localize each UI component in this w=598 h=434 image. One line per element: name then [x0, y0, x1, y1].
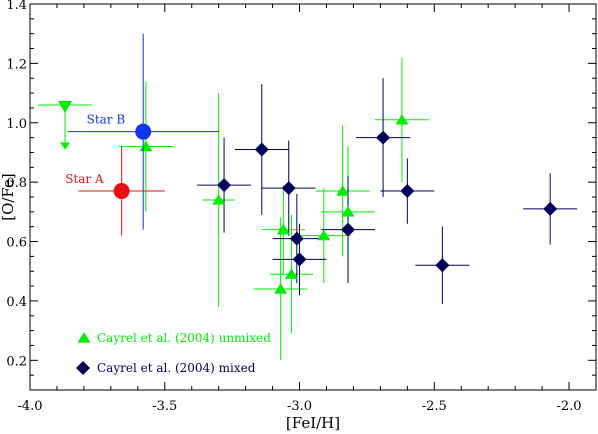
mixed-diamond-marker: [341, 222, 356, 237]
mixed-diamond-marker: [376, 130, 391, 145]
mixed-diamond-marker: [435, 258, 450, 273]
y-tick-label: 1.0: [6, 117, 27, 132]
unmixed-triangle-marker: [341, 205, 355, 217]
x-tick-label: -4.0: [17, 399, 42, 414]
unmixed-triangle-marker: [317, 229, 331, 241]
mixed-diamond-marker: [400, 184, 415, 199]
upper-limit-marker: [58, 100, 73, 113]
star-a-marker: [113, 183, 130, 200]
y-tick-label: 1.4: [6, 0, 27, 13]
unmixed-triangle-marker: [274, 283, 288, 294]
legend-unmixed-label: Cayrel et al. (2004) unmixed: [97, 331, 271, 345]
x-tick-label: -3.0: [287, 399, 312, 414]
legend-mixed-marker: [76, 361, 90, 375]
x-tick-label: -2.5: [422, 399, 447, 414]
mixed-diamond-marker: [543, 201, 558, 216]
x-tick-label: -3.5: [152, 399, 177, 414]
y-axis-label: [O/Fe]: [0, 173, 17, 221]
mixed-diamond-marker: [292, 252, 307, 267]
star-b-marker: [135, 123, 152, 140]
unmixed-triangle-marker: [139, 140, 153, 152]
mixed-diamond-marker: [281, 181, 296, 196]
y-tick-label: 1.2: [6, 57, 27, 72]
y-tick-label: 0.6: [6, 236, 27, 251]
unmixed-triangle-marker: [336, 185, 350, 196]
unmixed-triangle-marker: [276, 223, 290, 235]
mixed-diamond-marker: [289, 231, 304, 246]
mixed-diamond-marker: [217, 178, 232, 193]
legend-mixed-label: Cayrel et al. (2004) mixed: [97, 361, 256, 375]
star-a-label: Star A: [65, 172, 104, 186]
y-tick-label: 0.2: [6, 354, 27, 369]
mixed-diamond-marker: [254, 142, 269, 157]
x-axis-label: [FeI/H]: [286, 414, 340, 432]
unmixed-triangle-marker: [212, 194, 226, 205]
upper-limit-arrow-head: [60, 142, 71, 150]
legend-unmixed-marker: [77, 332, 91, 343]
x-tick-label: -2.0: [557, 399, 582, 414]
y-tick-label: 0.4: [6, 295, 27, 310]
star-b-label: Star B: [87, 113, 126, 127]
unmixed-triangle-marker: [395, 113, 409, 125]
y-tick-label: 0.8: [6, 176, 27, 191]
unmixed-triangle-marker: [284, 268, 298, 279]
